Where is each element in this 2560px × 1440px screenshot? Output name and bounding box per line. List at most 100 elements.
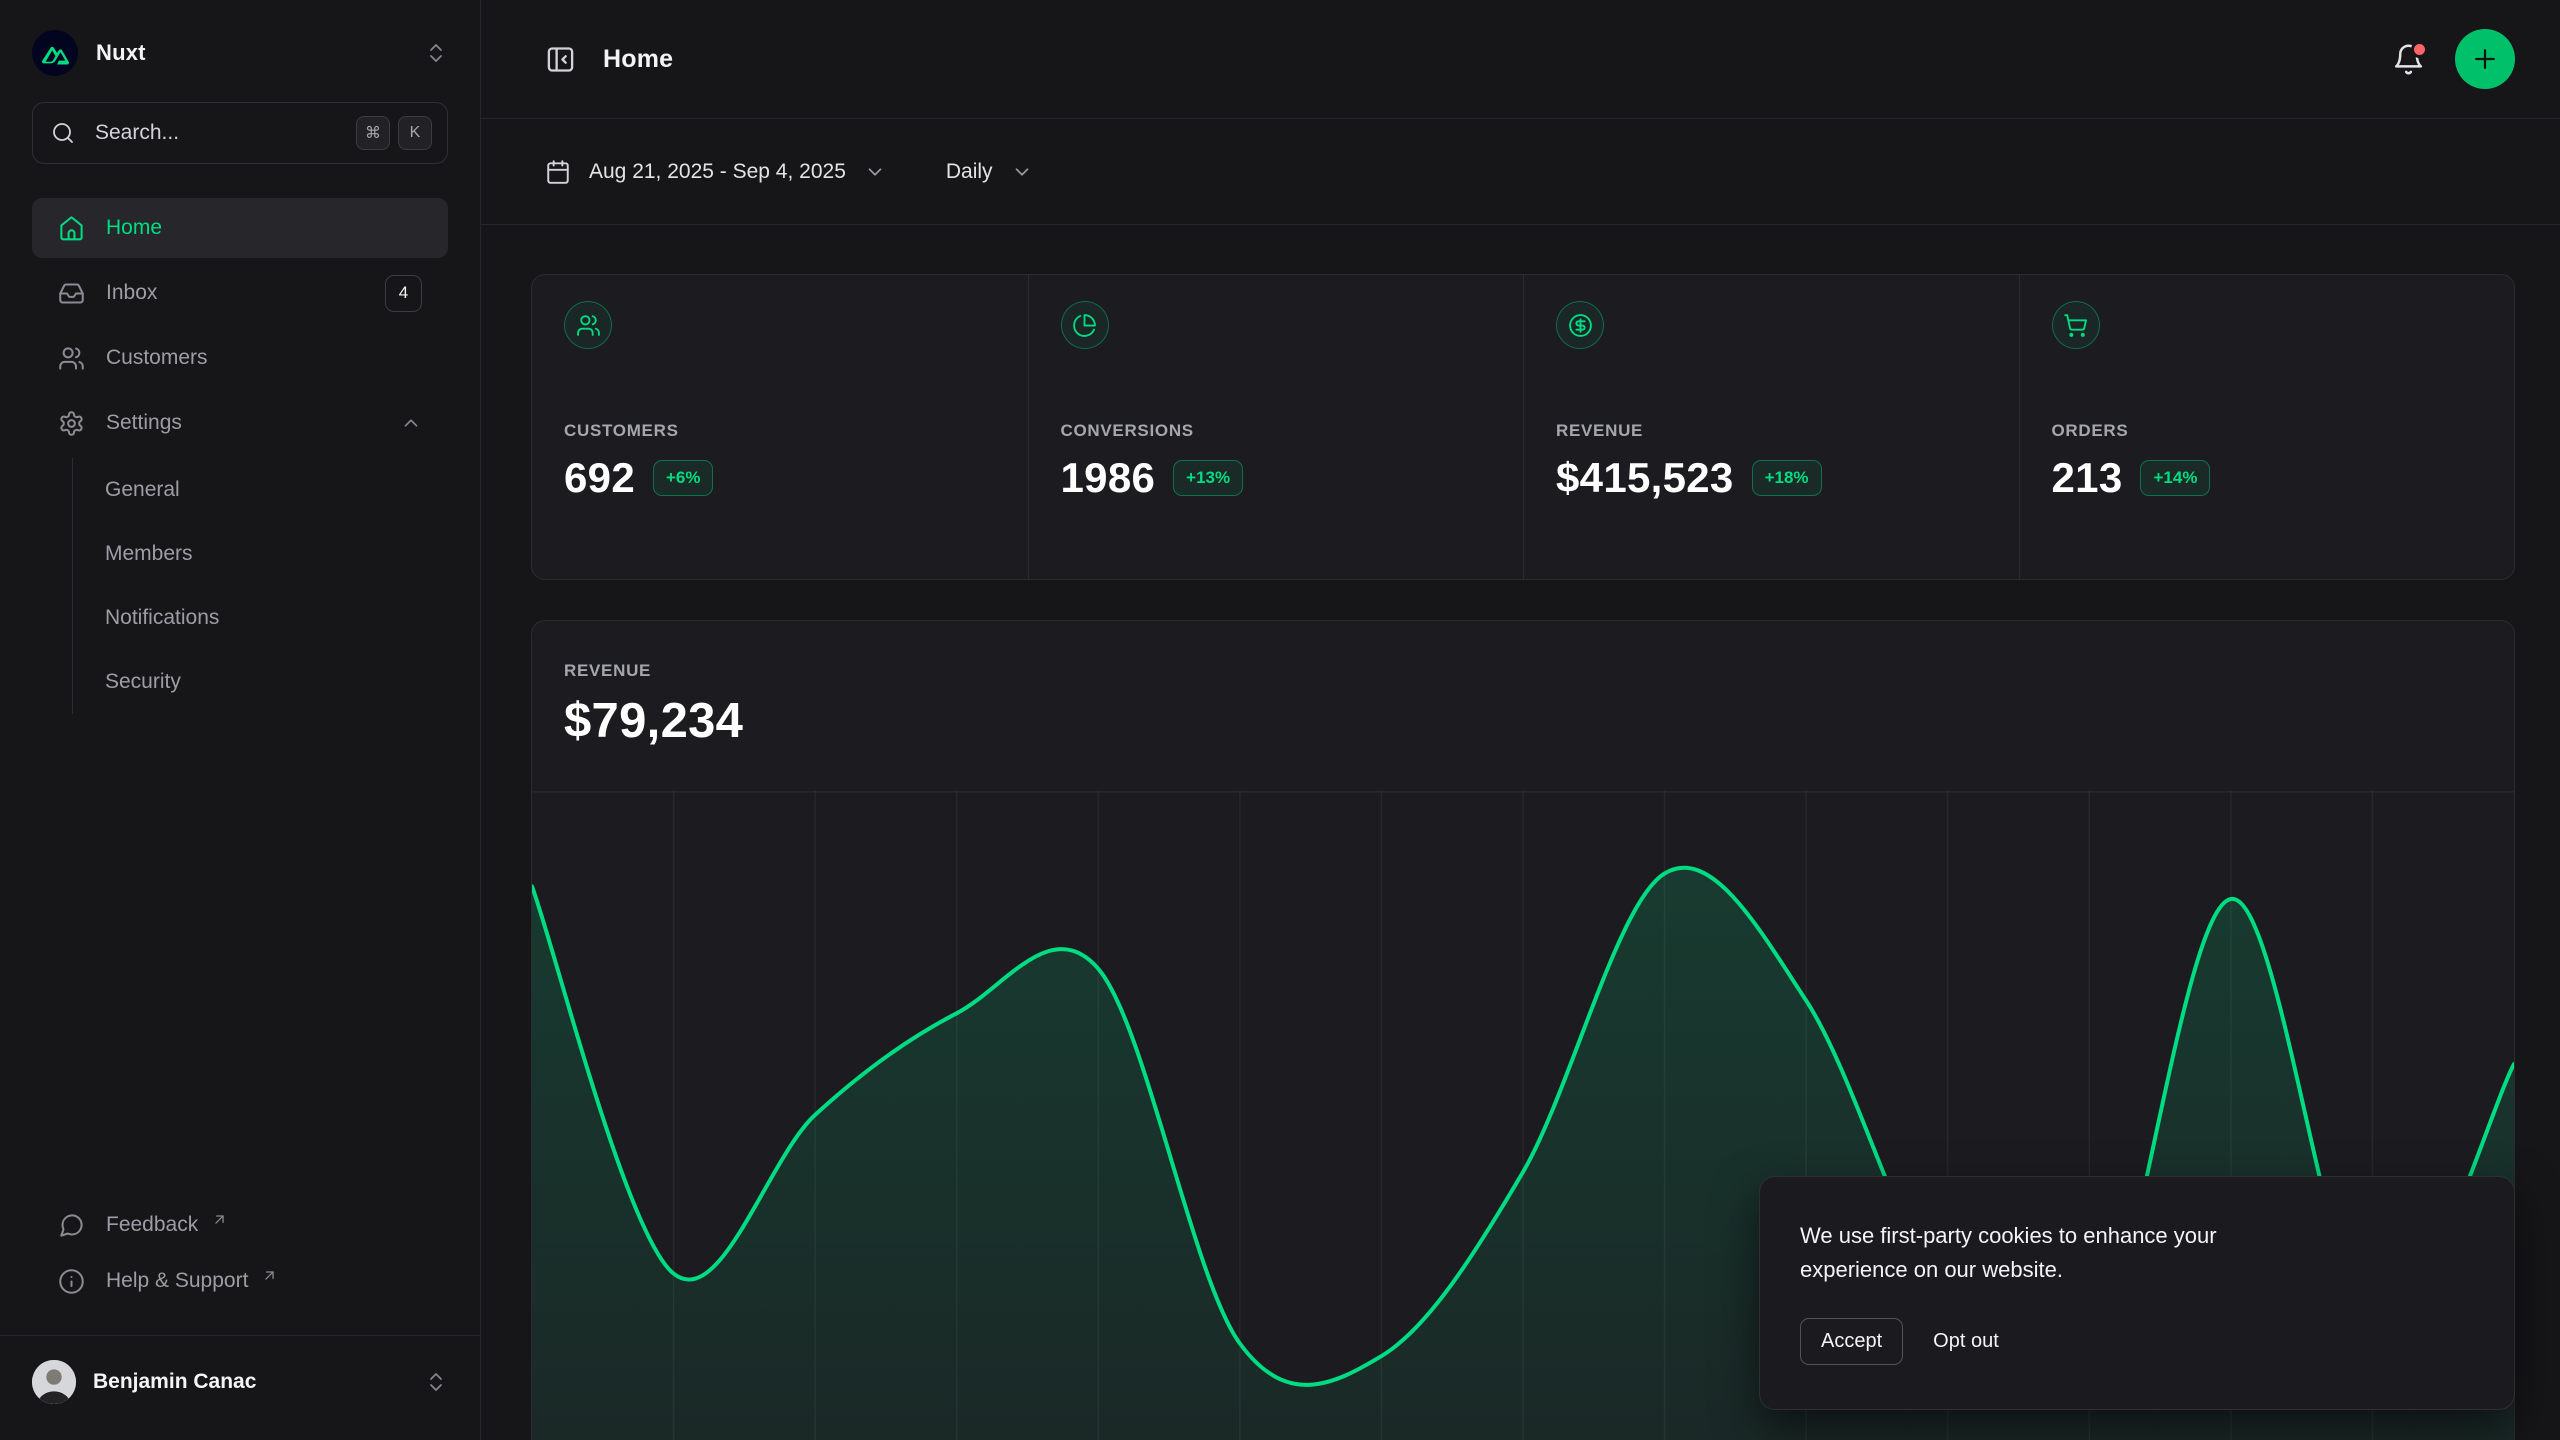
sidebar-item-help-support[interactable]: Help & Support [32, 1253, 448, 1309]
sidebar-item-label: Customers [106, 346, 208, 369]
plus-icon [2475, 49, 2495, 69]
chevron-down-icon [1011, 161, 1033, 183]
pie-chart-icon [1073, 313, 1096, 337]
kbd-cmd: ⌘ [356, 116, 390, 150]
page-title: Home [603, 44, 674, 73]
revenue-chart-label: REVENUE [564, 661, 652, 680]
add-button[interactable] [2455, 29, 2515, 89]
subitem-label: Security [105, 670, 181, 693]
revenue-chart-header: REVENUE $79,234 [532, 621, 2514, 749]
sidebar: Nuxt Search... ⌘ K Home Inbox 4 [0, 0, 481, 1440]
main-area: Home Aug 21, 2025 - Sep 4, 2025 Daily [481, 0, 2560, 1440]
sidebar-item-feedback[interactable]: Feedback [32, 1197, 448, 1253]
chat-bubble-icon [58, 1212, 85, 1239]
search-icon [51, 121, 75, 145]
sidebar-subitem-general[interactable]: General [105, 458, 448, 522]
sidebar-subitem-security[interactable]: Security [105, 650, 448, 714]
inbox-icon [58, 280, 85, 307]
chart-line [532, 865, 2514, 1404]
sidebar-item-label: Help & Support [106, 1269, 249, 1292]
cookie-actions: Accept Opt out [1800, 1318, 2474, 1365]
users-icon [58, 345, 85, 372]
user-menu-zone: Benjamin Canac [0, 1335, 480, 1440]
date-range-picker[interactable]: Aug 21, 2025 - Sep 4, 2025 [545, 159, 886, 185]
chevron-up-icon [400, 412, 422, 434]
filters-toolbar: Aug 21, 2025 - Sep 4, 2025 Daily [481, 119, 2560, 225]
sidebar-item-label: Home [106, 216, 163, 239]
stat-card-orders[interactable]: ORDERS 213 +14% [2018, 275, 2515, 579]
chart-area [532, 867, 2514, 1440]
chevron-up-down-icon [424, 1370, 448, 1394]
user-name: Benjamin Canac [93, 1370, 257, 1393]
users-icon [576, 314, 600, 336]
stat-delta-badge: +13% [1173, 460, 1244, 496]
sidebar-subitem-notifications[interactable]: Notifications [105, 586, 448, 650]
date-range-label: Aug 21, 2025 - Sep 4, 2025 [589, 159, 846, 183]
cookie-banner: We use first-party cookies to enhance yo… [1759, 1175, 2515, 1410]
stat-card-revenue[interactable]: REVENUE $415,523 +18% [1523, 275, 2019, 579]
workspace-switcher[interactable]: Nuxt [32, 30, 448, 76]
bell-icon [2394, 44, 2423, 74]
chevron-up-down-icon [424, 41, 448, 65]
optout-button[interactable]: Opt out [1933, 1330, 1999, 1352]
avatar [32, 1360, 76, 1404]
sidebar-item-label: Feedback [106, 1213, 199, 1236]
header: Home [481, 0, 2560, 119]
stat-delta-badge: +18% [1751, 460, 1822, 496]
workspace-name: Nuxt [96, 40, 146, 65]
nuxt-logo-icon [32, 30, 78, 76]
header-actions [2392, 29, 2515, 89]
info-circle-icon [58, 1268, 85, 1295]
stat-icon-badge [564, 301, 612, 349]
home-icon [58, 215, 85, 242]
stat-card-customers[interactable]: CUSTOMERS 692 +6% [532, 275, 1028, 579]
kbd-k: K [398, 116, 432, 150]
dollar-circle-icon [1568, 313, 1592, 337]
sidebar-item-customers[interactable]: Customers [32, 328, 448, 388]
stats-card: CUSTOMERS 692 +6% CONVERSIONS 1986 +13% [531, 274, 2515, 580]
revenue-chart-value: $79,234 [564, 694, 744, 748]
gear-icon [58, 410, 85, 437]
calendar-icon [545, 159, 571, 185]
subitem-label: Notifications [105, 606, 220, 629]
sidebar-item-settings[interactable]: Settings [32, 393, 448, 453]
sidebar-item-label: Inbox [106, 281, 158, 304]
stat-delta-badge: +14% [2140, 460, 2211, 496]
sidebar-item-inbox[interactable]: Inbox 4 [32, 263, 448, 323]
sidebar-footer: Feedback Help & Support [0, 1197, 480, 1335]
external-link-icon [261, 1267, 278, 1284]
stat-value: 213 [2051, 454, 2123, 501]
search-shortcut: ⌘ K [356, 116, 432, 150]
stat-card-conversions[interactable]: CONVERSIONS 1986 +13% [1027, 275, 1524, 579]
inbox-unread-badge: 4 [385, 274, 422, 312]
shopping-cart-icon [2064, 313, 2087, 337]
granularity-select[interactable]: Daily [946, 160, 1033, 184]
sidebar-collapse-button[interactable] [545, 44, 576, 75]
granularity-label: Daily [945, 159, 993, 183]
accept-button[interactable]: Accept [1800, 1318, 1904, 1365]
sidebar-subitem-members[interactable]: Members [105, 522, 448, 586]
subitem-label: Members [105, 542, 193, 565]
external-link-icon [211, 1211, 228, 1228]
stat-icon-badge [1060, 301, 1109, 349]
stat-icon-badge [1556, 301, 1604, 349]
stat-value: $415,523 [1556, 454, 1734, 501]
user-menu[interactable]: Benjamin Canac [32, 1352, 448, 1412]
stat-label: ORDERS [2051, 421, 2129, 440]
stat-label: REVENUE [1556, 421, 1644, 440]
subitem-label: General [105, 478, 180, 501]
sidebar-nav: Home Inbox 4 Customers Settings Ge [32, 198, 448, 714]
dashboard-content: CUSTOMERS 692 +6% CONVERSIONS 1986 +13% [481, 225, 2560, 1440]
stat-delta-badge: +6% [652, 460, 714, 496]
search-input[interactable]: Search... ⌘ K [32, 102, 448, 164]
notifications-button[interactable] [2392, 40, 2428, 76]
stat-label: CUSTOMERS [564, 421, 679, 440]
settings-subnav: General Members Notifications Security [72, 458, 448, 714]
sidebar-item-label: Settings [106, 411, 182, 434]
stat-value: 1986 [1060, 454, 1156, 501]
cookie-message: We use first-party cookies to enhance yo… [1800, 1222, 2217, 1283]
sidebar-item-home[interactable]: Home [32, 198, 448, 258]
stat-value: 692 [564, 454, 635, 501]
chevron-down-icon [864, 161, 886, 183]
search-placeholder: Search... [95, 121, 180, 144]
